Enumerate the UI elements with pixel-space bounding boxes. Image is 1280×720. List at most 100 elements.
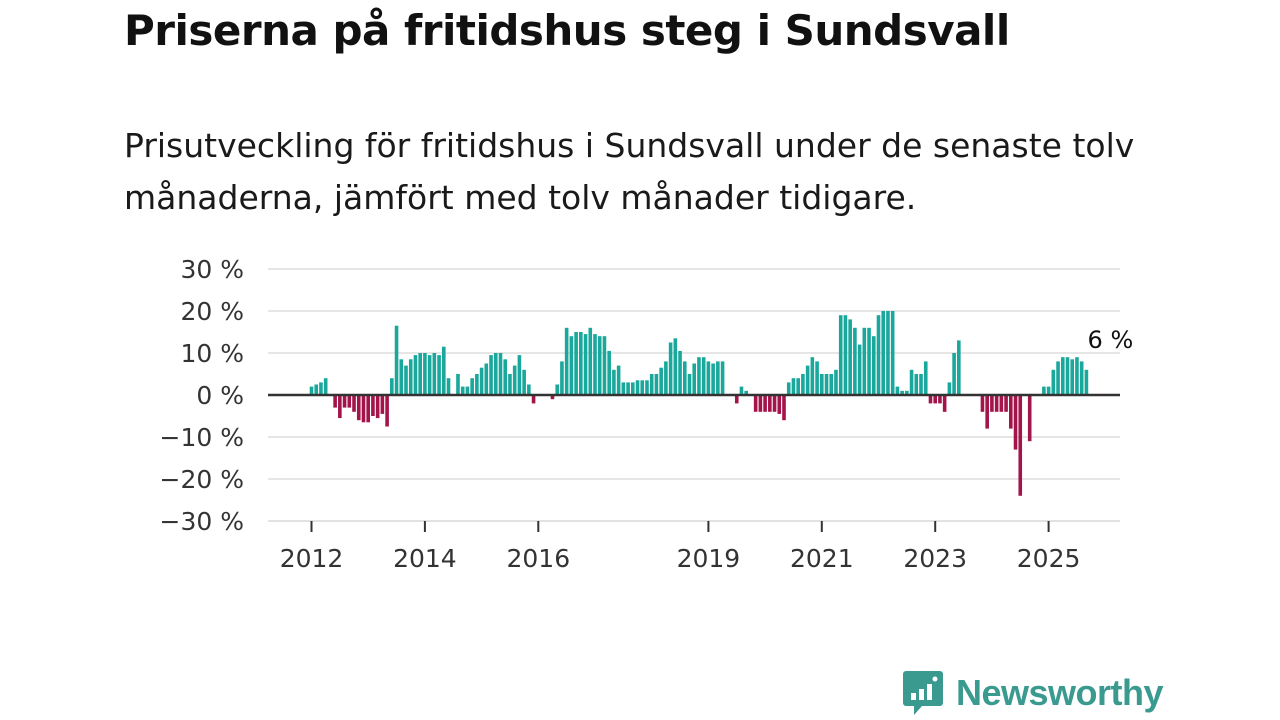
bar-positive [418,353,422,395]
bar-negative [990,395,994,412]
bar-positive [493,353,498,395]
bar-negative [734,395,739,404]
bars [309,311,1089,496]
bar-positive [871,336,876,395]
bar-positive [659,367,663,395]
bar-negative [772,395,777,412]
bar-positive [602,336,607,395]
x-tick-label: 2025 [1017,544,1081,573]
bar-positive [711,363,715,395]
bar-positive [390,378,394,395]
bar-positive [1070,359,1075,395]
bar-positive [1051,369,1056,395]
bar-positive [834,369,838,395]
bar-positive [801,374,805,395]
bar-positive [664,361,668,395]
bar-negative [1009,395,1013,429]
bar-negative [753,395,758,412]
bar-positive [489,355,493,395]
bar-positive [527,384,531,395]
bar-positive [857,344,862,395]
y-tick-label: 20 % [180,297,244,326]
bar-positive [583,334,588,395]
bar-negative [985,395,989,429]
bar-positive [460,386,465,395]
bar-positive [886,311,890,395]
bar-negative [385,395,389,427]
bar-positive [607,350,611,395]
labels: 30 % 20 % 10 % 0 % −10 % −20 % −30 % 2012 2014 20… [160,255,1134,573]
bar-positive [867,327,871,395]
bar-positive [564,327,569,395]
bar-positive [645,380,649,395]
y-tick-label: 10 % [180,339,244,368]
bar-positive [890,311,895,395]
y-tick-label: −30 % [160,507,244,536]
bar-negative [550,395,555,400]
bar-negative [758,395,763,412]
bar-positive [588,327,593,395]
bar-positive [470,378,474,395]
newsworthy-logo[interactable]: Newsworthy [902,670,1164,716]
bar-positive [394,325,399,395]
bar-negative [980,395,985,412]
bar-negative [1027,395,1032,442]
bar-positive [952,353,956,395]
bar-negative [933,395,937,404]
bar-negative [366,395,370,423]
bar-positive [508,374,512,395]
bar-positive [1060,357,1065,395]
bar-positive [404,365,408,395]
bar-positive [687,374,692,395]
bar-positive [1046,386,1051,395]
bar-positive [323,378,328,395]
bar-positive [649,374,654,395]
bar-positive [682,361,687,395]
bar-negative [380,395,385,414]
bar-negative [1018,395,1023,496]
last-value-label: 6 % [1088,326,1134,354]
bar-positive [810,357,815,395]
bar-positive [791,378,796,395]
x-tick-label: 2012 [280,544,344,573]
bar-negative [338,395,342,419]
bar-positive [862,327,867,395]
bar-positive [853,327,857,395]
bar-positive [838,315,843,395]
bar-positive [957,340,961,395]
bar-positive [673,338,678,395]
bar-positive [678,350,682,395]
bar-positive [815,361,819,395]
bar-positive [692,363,697,395]
bar-negative [938,395,942,404]
axes [268,393,1120,532]
bar-positive [668,342,673,395]
y-tick-label: 30 % [180,255,244,284]
bar-positive [560,361,564,395]
newsworthy-logo-icon [903,671,943,715]
bar-positive [309,386,314,395]
bar-negative [375,395,380,419]
x-tick-label: 2016 [506,544,570,573]
bar-positive [914,374,919,395]
bar-positive [437,355,441,395]
bar-negative [942,395,947,412]
y-tick-label: 0 % [196,381,244,410]
bar-negative [371,395,375,416]
bar-positive [475,374,479,395]
bar-positive [876,315,881,395]
bar-positive [319,382,323,395]
bar-positive [1056,361,1060,395]
bar-positive [786,382,791,395]
bar-positive [597,336,602,395]
bar-positive [432,353,437,395]
bar-positive [621,382,626,395]
x-tick-label: 2023 [903,544,967,573]
bar-positive [456,374,460,395]
bar-positive [408,359,413,395]
bar-positive [314,384,319,395]
bar-positive [900,390,904,395]
chart-subtitle: Prisutveckling för fritidshus i Sundsval… [124,126,1135,217]
bar-positive [895,386,900,395]
